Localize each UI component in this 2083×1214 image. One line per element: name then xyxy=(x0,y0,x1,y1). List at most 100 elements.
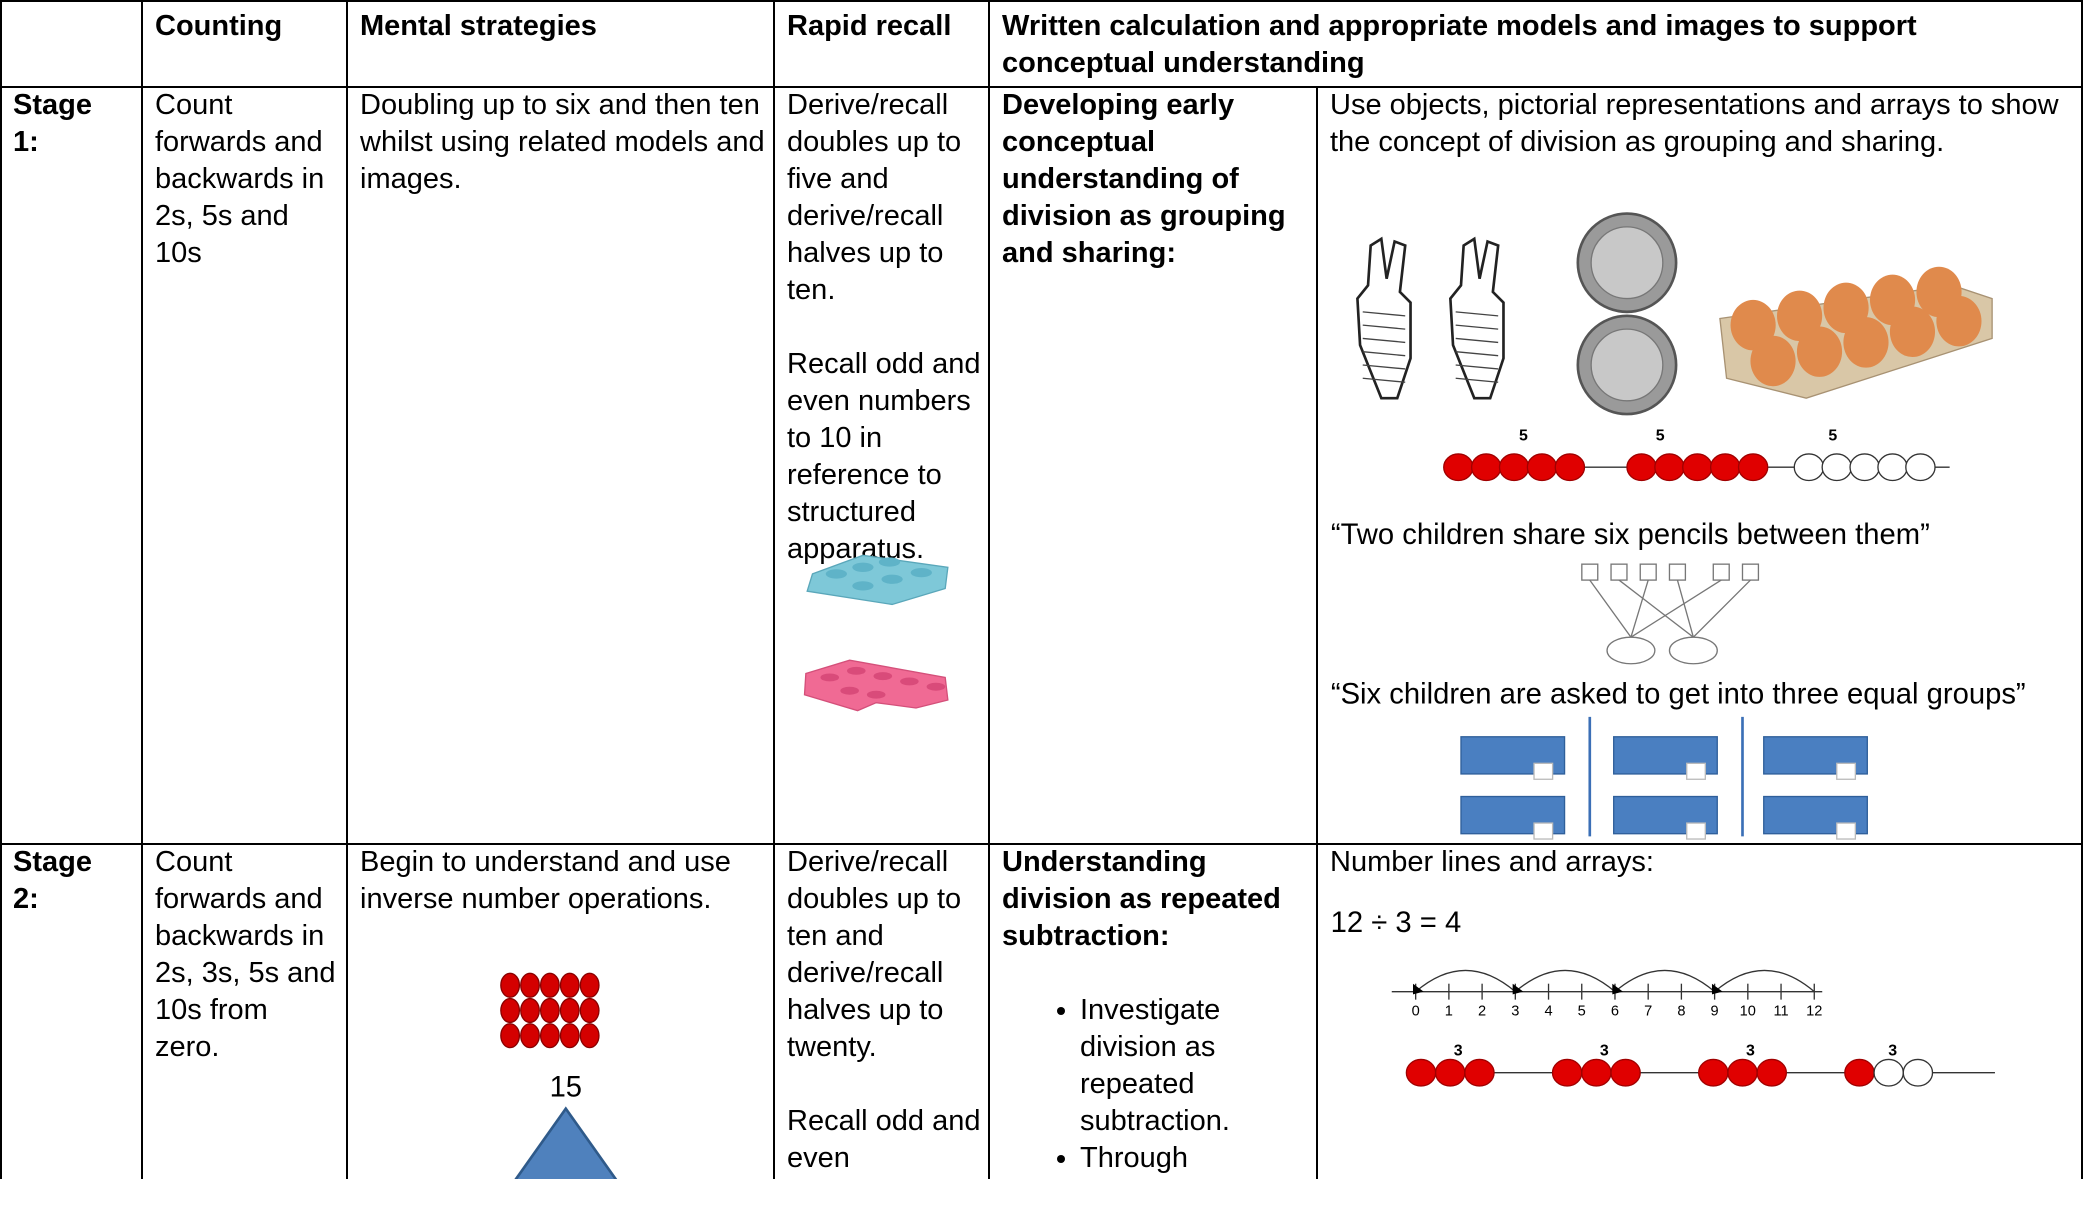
bead xyxy=(1626,453,1657,482)
rule xyxy=(0,0,2083,2)
tray-well xyxy=(881,574,903,584)
jump-arrow xyxy=(1711,983,1723,995)
hand-shade xyxy=(1362,377,1406,383)
hand-shade xyxy=(1362,364,1406,370)
bead-label: 3 xyxy=(1888,1042,1897,1059)
division-illustration: 5 5 5 “Two children share six pencils betwe… xyxy=(1331,212,2026,840)
number-label: 2 xyxy=(1478,1004,1486,1020)
group-chair xyxy=(1533,762,1554,780)
hand-shade xyxy=(1455,324,1499,330)
array-illustration: 15 xyxy=(500,972,618,1179)
egg xyxy=(1843,317,1889,368)
rule xyxy=(141,0,143,1179)
tray-well xyxy=(873,672,893,681)
column-header: Counting xyxy=(155,10,283,42)
bead xyxy=(1405,1058,1437,1087)
bead xyxy=(1873,1058,1904,1087)
array-total: 15 xyxy=(550,1072,582,1104)
jump-arrow xyxy=(1612,983,1623,995)
pencil-box xyxy=(1581,563,1599,581)
array-dot xyxy=(559,997,580,1024)
number-label: 10 xyxy=(1740,1004,1756,1020)
bead-label: 5 xyxy=(1519,428,1528,445)
equation: 12 ÷ 3 = 4 xyxy=(1331,907,1462,939)
mental-text: Begin to understand and use inverse numb… xyxy=(360,846,731,915)
number-label: 7 xyxy=(1644,1004,1652,1020)
counting-text: Count forwards and backwards in 2s, 5s a… xyxy=(155,89,325,269)
written-heading: Developing early conceptual understandin… xyxy=(1002,89,1286,269)
rule xyxy=(2081,0,2083,1179)
rapid-recall: Derive/recall doubles up to five and der… xyxy=(787,87,983,605)
rule xyxy=(346,0,348,1179)
column-header: Written calculation and appropriate mode… xyxy=(1002,10,1917,79)
number-label: 9 xyxy=(1711,1004,1719,1020)
bead xyxy=(1877,453,1908,482)
written-heading: Understanding division as repeated subtr… xyxy=(1002,846,1281,952)
triangle xyxy=(514,1106,618,1179)
share-arrow xyxy=(1676,579,1695,638)
share-arrow xyxy=(1618,579,1694,638)
hand-shade xyxy=(1455,311,1499,317)
array-dot xyxy=(539,972,560,998)
hand-shade xyxy=(1362,324,1406,330)
tray xyxy=(806,554,949,606)
pencil-box xyxy=(1741,563,1760,581)
bead xyxy=(1443,453,1474,482)
bead xyxy=(1434,1058,1466,1087)
tray-well xyxy=(900,677,919,686)
tray-well xyxy=(926,682,946,691)
coin-face xyxy=(1590,328,1664,402)
tray-well xyxy=(846,666,866,675)
number-label: 4 xyxy=(1544,1004,1552,1020)
bead xyxy=(1581,1058,1612,1087)
written-detail: Use objects, pictorial representations a… xyxy=(1330,89,2059,158)
column-header: Mental strategies xyxy=(360,10,597,42)
number-label: 11 xyxy=(1773,1004,1788,1020)
number-label: 0 xyxy=(1412,1004,1420,1020)
tray-well xyxy=(840,686,859,695)
array-dot xyxy=(539,1023,560,1049)
bead xyxy=(1526,453,1558,482)
column-header: Rapid recall xyxy=(787,10,952,42)
pencil-box xyxy=(1610,563,1628,581)
share-arrow xyxy=(1692,579,1751,638)
bead-label: 3 xyxy=(1454,1042,1463,1059)
group-desk xyxy=(1613,795,1718,835)
bead xyxy=(1902,1058,1934,1087)
bead xyxy=(1470,453,1502,482)
tray-well xyxy=(820,673,840,682)
array-dot xyxy=(579,997,600,1024)
jump-arrow xyxy=(1413,983,1424,995)
jump-arrow xyxy=(1512,983,1524,995)
tray-well xyxy=(852,562,874,572)
bead-label: 3 xyxy=(1746,1042,1755,1059)
number-label: 6 xyxy=(1611,1004,1619,1020)
share-arrow xyxy=(1630,579,1649,638)
number-label: 8 xyxy=(1677,1004,1685,1020)
bead xyxy=(1498,453,1530,482)
bead xyxy=(1610,1058,1641,1087)
stage-label: Stage 2: xyxy=(13,846,92,915)
rapid-recall-text: Recall odd and even numbers to 10 in ref… xyxy=(787,348,981,565)
child-oval xyxy=(1606,636,1656,665)
jump-arc xyxy=(1415,969,1516,993)
bead xyxy=(1905,453,1936,482)
egg xyxy=(1750,335,1796,387)
child-oval xyxy=(1668,636,1718,665)
jump-arc xyxy=(1614,969,1716,993)
tray-well xyxy=(878,557,901,567)
hand-shade xyxy=(1362,351,1406,357)
written-bullets: Investigate division as repeated subtrac… xyxy=(1010,992,1320,1177)
coin-face xyxy=(1590,226,1664,300)
share-arrow xyxy=(1630,579,1722,638)
rule xyxy=(0,843,2083,845)
rule xyxy=(0,0,2,1179)
bead xyxy=(1793,453,1825,482)
number-label: 5 xyxy=(1578,1004,1586,1020)
egg-tray-illustration xyxy=(803,554,949,712)
bead xyxy=(1654,453,1685,482)
number-line-illustration: 12 ÷ 3 = 40 1 2 3 4 5 6 7 8 9 10 11 123 3 3 3 xyxy=(1331,907,1995,1087)
array-dot xyxy=(520,1023,540,1049)
share-arrow xyxy=(1589,579,1632,638)
bead xyxy=(1709,453,1741,482)
